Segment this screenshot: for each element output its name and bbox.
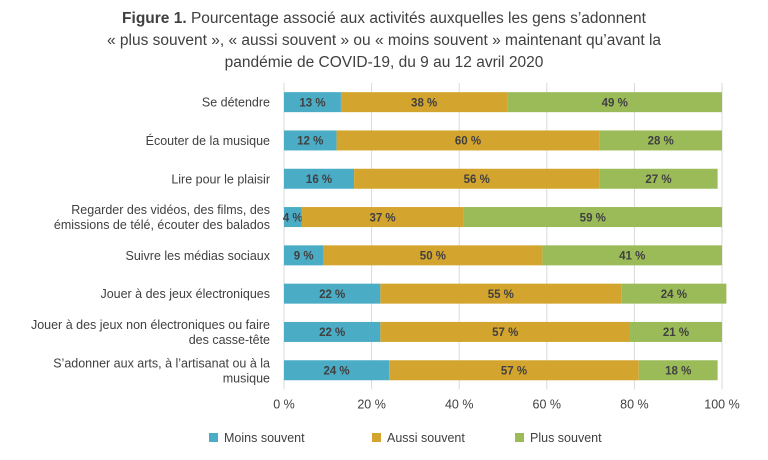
bar-segment	[542, 245, 722, 266]
category-label: des casse-tête	[189, 333, 270, 347]
data-label: 41 %	[619, 251, 645, 263]
legend-label: Plus souvent	[530, 431, 602, 445]
data-label: 24 %	[661, 289, 687, 301]
bar-segment	[599, 130, 722, 151]
data-label: 12 %	[297, 136, 323, 148]
legend-swatch	[372, 433, 381, 442]
bar-segment	[284, 207, 302, 228]
category-label: Regarder des vidéos, des films, des	[71, 203, 270, 217]
x-tick-label: 40 %	[445, 397, 474, 411]
bar-segment	[354, 168, 600, 189]
title-text-1: Pourcentage associé aux activités auxque…	[190, 10, 646, 27]
data-label: 59 %	[580, 212, 606, 224]
bar-segment	[284, 360, 390, 381]
category-label: Jouer à des jeux non électroniques ou fa…	[31, 318, 270, 332]
legend-swatch	[515, 433, 524, 442]
bar-segment	[463, 207, 722, 228]
bar-segment	[284, 245, 324, 266]
bar-segment	[284, 92, 341, 113]
category-label: Lire pour le plaisir	[171, 172, 270, 186]
category-label: émissions de télé, écouter des balados	[54, 218, 270, 232]
data-label: 50 %	[420, 251, 446, 263]
figure-label: Figure 1.	[122, 10, 187, 27]
data-label: 56 %	[464, 174, 490, 186]
data-label: 49 %	[602, 97, 628, 109]
legend-label: Aussi souvent	[387, 431, 465, 445]
bar-segment	[323, 245, 543, 266]
data-label: 27 %	[645, 174, 671, 186]
x-tick-label: 60 %	[533, 397, 562, 411]
bar-segment	[340, 92, 508, 113]
data-label: 18 %	[665, 365, 691, 377]
bar-segment	[630, 321, 722, 342]
x-tick-label: 80 %	[620, 397, 649, 411]
title-line-2: « plus souvent », « aussi souvent » ou «…	[106, 32, 662, 49]
legend-label: Moins souvent	[224, 431, 305, 445]
data-label: 9 %	[294, 251, 314, 263]
x-tick-label: 20 %	[357, 397, 386, 411]
data-label: 28 %	[648, 136, 674, 148]
data-label: 38 %	[411, 97, 437, 109]
category-label: Écouter de la musique	[146, 133, 270, 148]
bar-segment	[638, 360, 718, 381]
category-label: Suivre les médias sociaux	[125, 249, 270, 263]
data-label: 22 %	[319, 289, 345, 301]
data-label: 13 %	[299, 97, 325, 109]
bar-segment	[380, 283, 622, 304]
data-label: 16 %	[306, 174, 332, 186]
bar-segment	[284, 130, 337, 151]
x-tick-label: 0 %	[273, 397, 295, 411]
data-label: 4 %	[283, 212, 303, 224]
bar-segment	[301, 207, 464, 228]
bar-segment	[389, 360, 639, 381]
bar-segment	[284, 168, 355, 189]
bar-segment	[380, 321, 631, 342]
bar-segment	[284, 321, 381, 342]
bar-segment	[507, 92, 722, 113]
category-label: Se détendre	[202, 96, 270, 110]
bar-segment	[599, 168, 718, 189]
data-label: 57 %	[501, 365, 527, 377]
category-label: Jouer à des jeux électroniques	[100, 287, 270, 301]
data-label: 22 %	[319, 327, 345, 339]
category-label: musique	[223, 371, 270, 385]
bar-segment	[621, 283, 727, 304]
legend-swatch	[209, 433, 218, 442]
data-label: 21 %	[663, 327, 689, 339]
data-label: 37 %	[369, 212, 395, 224]
bar-segment	[284, 283, 381, 304]
data-label: 60 %	[455, 136, 481, 148]
title-line-1: Figure 1. Pourcentage associé aux activi…	[0, 8, 768, 30]
category-label: S’adonner aux arts, à l’artisanat ou à l…	[53, 356, 270, 370]
bar-segment	[336, 130, 600, 151]
data-label: 57 %	[492, 327, 518, 339]
title-line-3: pandémie de COVID-19, du 9 au 12 avril 2…	[224, 54, 544, 71]
chart-title: Figure 1. Pourcentage associé aux activi…	[0, 8, 768, 74]
data-label: 55 %	[488, 289, 514, 301]
x-tick-label: 100 %	[704, 397, 739, 411]
data-label: 24 %	[323, 365, 349, 377]
